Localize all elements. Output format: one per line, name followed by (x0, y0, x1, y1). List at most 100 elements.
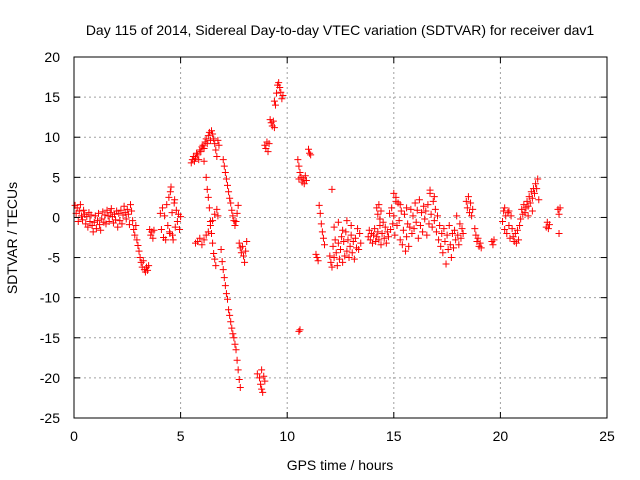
data-point (443, 231, 451, 239)
data-point (371, 225, 379, 233)
data-point (377, 207, 385, 215)
data-point (337, 246, 344, 254)
grid (74, 57, 607, 418)
data-point (302, 177, 310, 185)
data-point (279, 92, 287, 100)
data-point (77, 212, 85, 220)
data-point (172, 206, 180, 214)
data-point (316, 209, 324, 217)
y-tick-labels: -25 -20 -15 -10 -5 0 5 10 15 20 (40, 49, 60, 426)
data-point (124, 210, 132, 218)
data-point (517, 215, 525, 223)
data-point (278, 95, 286, 103)
data-point (523, 197, 531, 205)
data-point (164, 221, 172, 229)
data-point (95, 209, 103, 217)
data-point (391, 231, 399, 239)
data-point (307, 151, 315, 159)
data-point (528, 194, 536, 202)
data-point (177, 213, 185, 221)
data-point (241, 258, 249, 266)
data-point (134, 242, 142, 250)
data-point (354, 225, 362, 233)
data-point (217, 246, 225, 254)
data-point (390, 212, 398, 220)
data-point (438, 229, 446, 237)
data-point (387, 225, 395, 233)
data-point (326, 252, 334, 260)
data-point (150, 226, 158, 234)
data-point (206, 217, 214, 225)
data-point (149, 234, 157, 242)
data-point (215, 141, 223, 149)
y-tick-label: -20 (40, 370, 60, 386)
data-point (402, 247, 410, 255)
data-point (442, 260, 450, 268)
data-point (239, 252, 247, 260)
data-point (222, 175, 230, 183)
data-point (423, 231, 431, 239)
data-point (499, 217, 507, 225)
data-point (112, 216, 120, 224)
data-point (306, 149, 314, 157)
data-point (332, 249, 340, 257)
data-point (515, 236, 523, 244)
data-point (403, 233, 411, 241)
data-point (344, 236, 352, 244)
data-point (327, 258, 335, 266)
data-point (130, 225, 138, 233)
data-point (340, 238, 348, 246)
data-point (258, 385, 266, 393)
data-point (521, 209, 529, 217)
data-point (213, 152, 221, 160)
data-point (471, 225, 479, 233)
data-point (202, 173, 210, 181)
data-point (209, 130, 217, 138)
data-point (163, 201, 171, 209)
data-point (232, 217, 240, 225)
y-tick-label: -10 (40, 290, 60, 306)
data-point (457, 234, 465, 242)
y-tick-label: 0 (52, 209, 60, 225)
data-point (231, 221, 239, 229)
data-point (468, 212, 476, 220)
data-point (330, 254, 338, 262)
data-point (386, 209, 394, 217)
data-point (187, 159, 195, 167)
data-point (210, 135, 218, 143)
data-point (464, 193, 472, 201)
data-point (114, 223, 122, 231)
data-point (226, 194, 234, 202)
data-point (403, 204, 411, 212)
data-point (101, 211, 109, 219)
data-point (381, 223, 389, 231)
data-point (93, 217, 101, 225)
data-point (90, 218, 98, 226)
data-point (331, 236, 339, 244)
data-point (408, 229, 416, 237)
data-point (229, 212, 237, 220)
data-point (219, 156, 227, 164)
data-point (356, 229, 364, 237)
data-point (330, 223, 338, 231)
data-point (234, 366, 242, 374)
data-point (504, 209, 512, 217)
data-point (389, 220, 397, 228)
data-point (258, 366, 266, 374)
data-point (489, 241, 497, 249)
data-point (473, 238, 481, 246)
data-point (513, 226, 521, 234)
data-point (532, 180, 540, 188)
data-point (238, 242, 246, 250)
data-point (347, 231, 355, 239)
data-point (156, 209, 164, 217)
data-point (424, 201, 432, 209)
data-point (233, 209, 241, 217)
data-point (350, 255, 358, 263)
data-point (339, 258, 347, 266)
data-point (434, 212, 442, 220)
data-point (122, 215, 130, 223)
data-point (157, 225, 165, 233)
data-point (305, 145, 313, 153)
data-point (454, 231, 462, 239)
